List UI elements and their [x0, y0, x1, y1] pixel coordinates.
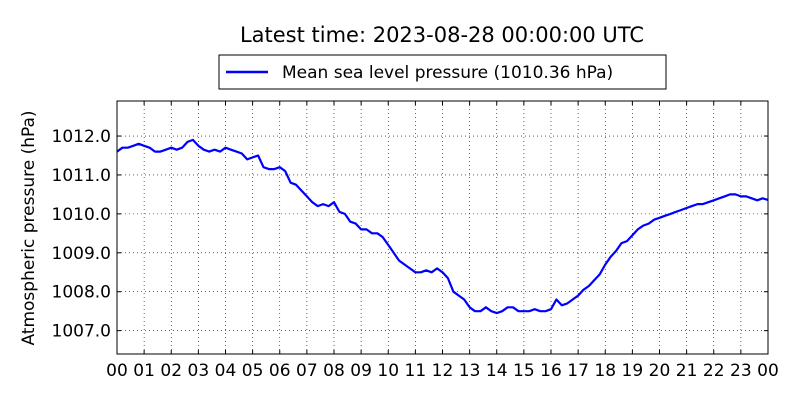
legend: Mean sea level pressure (1010.36 hPa) — [218, 54, 667, 90]
x-tick-label: 14 — [486, 361, 508, 381]
legend-box — [218, 54, 667, 90]
series-line-pressure — [116, 138, 769, 315]
y-tick-label: 1011.0 — [52, 166, 111, 186]
chart-title: Latest time: 2023-08-28 00:00:00 UTC — [240, 23, 644, 47]
y-tick-label: 1007.0 — [52, 322, 111, 342]
x-tick-labels: 00 01 02 03 04 05 06 07 08 09 10 11 12 13 14 15 16 17 18 19… — [106, 361, 779, 381]
x-tick-label: 19 — [622, 361, 644, 381]
y-tick-labels: 1007.0 1008.0 1009.0 1010.0 1011.0 1012.0 — [52, 127, 111, 342]
y-tick-label: 1012.0 — [52, 127, 111, 147]
ticks — [116, 101, 769, 354]
x-tick-label: 07 — [296, 361, 318, 381]
y-tick-label: 1008.0 — [52, 283, 111, 303]
x-tick-label: 11 — [405, 361, 427, 381]
x-tick-label: 01 — [133, 361, 155, 381]
y-axis-title: Atmospheric pressure (hPa) — [19, 110, 39, 345]
x-tick-label: 04 — [215, 361, 237, 381]
x-tick-label: 22 — [703, 361, 725, 381]
y-tick-label: 1009.0 — [52, 244, 111, 264]
x-tick-label: 02 — [160, 361, 182, 381]
x-tick-label: 12 — [432, 361, 454, 381]
y-tick-label: 1010.0 — [52, 205, 111, 225]
x-tick-label: 23 — [730, 361, 752, 381]
x-tick-label: 18 — [594, 361, 616, 381]
plot-area — [116, 138, 769, 315]
x-tick-label: 10 — [377, 361, 399, 381]
grid — [117, 101, 768, 354]
x-tick-label: 05 — [242, 361, 264, 381]
legend-label: Mean sea level pressure (1010.36 hPa) — [282, 63, 613, 83]
x-tick-label: 17 — [567, 361, 589, 381]
x-tick-label: 00 — [757, 361, 779, 381]
plot-frame — [116, 100, 769, 355]
x-tick-label: 15 — [513, 361, 535, 381]
x-tick-label: 21 — [676, 361, 698, 381]
x-tick-label: 09 — [350, 361, 372, 381]
x-tick-label: 08 — [323, 361, 345, 381]
x-tick-label: 20 — [649, 361, 671, 381]
x-tick-label: 13 — [459, 361, 481, 381]
x-tick-label: 16 — [540, 361, 562, 381]
x-tick-label: 03 — [188, 361, 210, 381]
x-tick-label: 00 — [106, 361, 128, 381]
x-tick-label: 06 — [269, 361, 291, 381]
